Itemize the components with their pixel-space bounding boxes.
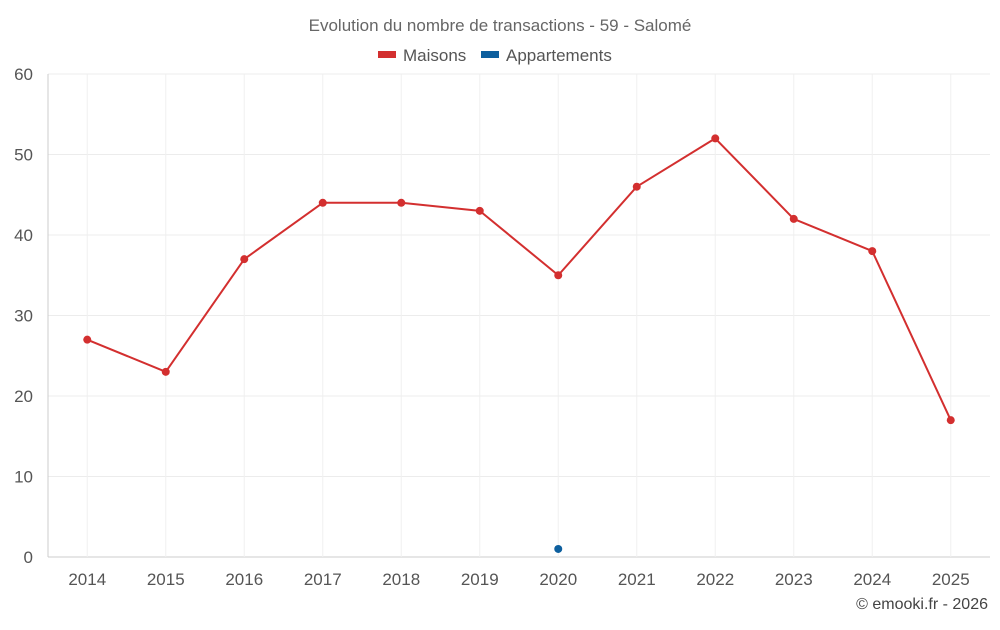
x-axis: 2014 2015 2016 2017 2018 2019 2020 2021 2022 2023… bbox=[68, 570, 969, 589]
data-point-maisons-2015 bbox=[161, 367, 170, 376]
y-tick-label-50: 50 bbox=[14, 146, 33, 165]
x-tick-label-2017: 2017 bbox=[304, 570, 342, 589]
series-line-maisons bbox=[86, 137, 952, 421]
x-tick-label-2015: 2015 bbox=[147, 570, 185, 589]
series-maisons bbox=[83, 134, 955, 425]
data-point-maisons-2025 bbox=[946, 416, 955, 425]
y-tick-label-10: 10 bbox=[14, 468, 33, 487]
data-point-maisons-2016 bbox=[240, 255, 249, 264]
series-layer bbox=[83, 134, 955, 553]
x-tick-label-2018: 2018 bbox=[382, 570, 420, 589]
y-tick-label-30: 30 bbox=[14, 307, 33, 326]
series-appartements bbox=[554, 544, 563, 553]
y-axis: 0 10 20 30 40 50 60 bbox=[14, 65, 49, 567]
data-point-appartements-2020 bbox=[554, 544, 563, 553]
x-tick-label-2022: 2022 bbox=[696, 570, 734, 589]
x-tick-label-2014: 2014 bbox=[68, 570, 106, 589]
y-tick-label-20: 20 bbox=[14, 387, 33, 406]
x-tick-label-2019: 2019 bbox=[461, 570, 499, 589]
legend-swatch-appartements bbox=[481, 51, 499, 58]
legend-label-maisons: Maisons bbox=[403, 46, 466, 65]
chart-title: Evolution du nombre de transactions - 59… bbox=[309, 16, 692, 35]
data-point-maisons-2014 bbox=[83, 335, 92, 344]
grid bbox=[48, 73, 990, 558]
legend-item-maisons[interactable]: Maisons bbox=[378, 46, 466, 65]
data-point-maisons-2020 bbox=[554, 271, 563, 280]
legend-item-appartements[interactable]: Appartements bbox=[481, 46, 612, 65]
legend: Maisons Appartements bbox=[378, 46, 612, 65]
data-point-maisons-2017 bbox=[318, 198, 327, 207]
data-point-maisons-2024 bbox=[868, 247, 877, 256]
y-tick-label-60: 60 bbox=[14, 65, 33, 84]
data-point-maisons-2019 bbox=[475, 206, 484, 215]
x-tick-label-2016: 2016 bbox=[225, 570, 263, 589]
credit-text: © emooki.fr - 2026 bbox=[856, 596, 988, 613]
y-tick-label-0: 0 bbox=[24, 548, 33, 567]
x-tick-label-2023: 2023 bbox=[775, 570, 813, 589]
legend-swatch-maisons bbox=[378, 51, 396, 58]
data-point-maisons-2021 bbox=[632, 182, 641, 191]
x-tick-label-2025: 2025 bbox=[932, 570, 970, 589]
data-point-maisons-2023 bbox=[789, 214, 798, 223]
legend-label-appartements: Appartements bbox=[506, 46, 612, 65]
x-tick-label-2024: 2024 bbox=[853, 570, 891, 589]
x-tick-label-2021: 2021 bbox=[618, 570, 656, 589]
data-point-maisons-2018 bbox=[397, 198, 406, 207]
data-point-maisons-2022 bbox=[711, 134, 720, 143]
y-tick-label-40: 40 bbox=[14, 226, 33, 245]
x-tick-label-2020: 2020 bbox=[539, 570, 577, 589]
